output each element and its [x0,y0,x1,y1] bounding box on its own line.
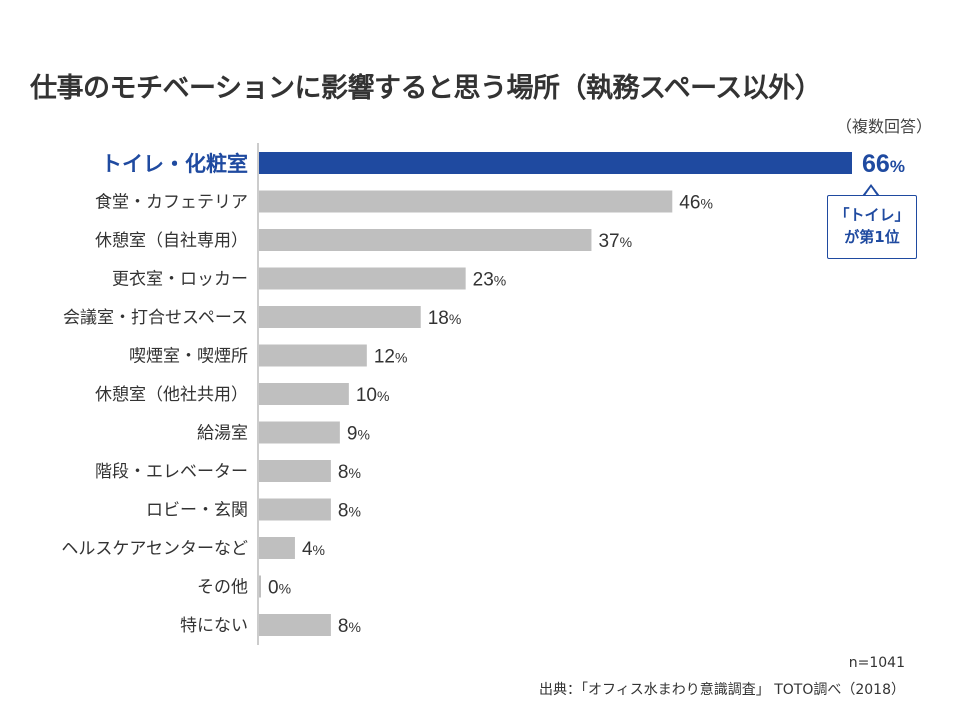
callout-line-1: 「トイレ」 [834,206,910,224]
bar [259,229,592,251]
callout-pointer [862,184,880,197]
value-label: 37% [598,231,632,252]
value-label: 66% [862,150,905,178]
category-label: 食堂・カフェテリア [95,193,248,213]
category-label: 休憩室（自社専用） [95,231,248,251]
bar [259,267,466,290]
bar-highlight [259,152,852,174]
value-label: 10% [356,385,390,406]
value-label: 46% [679,193,713,214]
chart-title: 仕事のモチベーションに影響すると思う場所（執務スペース以外） [30,73,822,104]
value-label: 18% [428,308,462,329]
category-label: 喫煙室・喫煙所 [129,347,248,367]
bar [259,421,340,444]
callout-box: 「トイレ」 が第1位 [827,195,917,259]
sample-size-note: n=1041 [848,655,905,671]
value-label: 9% [347,424,370,445]
bar [259,537,295,559]
value-label: 4% [302,539,325,560]
category-label: トイレ・化粧室 [101,152,248,176]
category-label: 特にない [180,616,248,636]
chart-subtitle: （複数回答） [835,117,932,136]
bar [259,614,331,636]
bar [259,575,261,598]
category-label: 会議室・打合せスペース [63,308,248,328]
source-note: 出典：「オフィス水まわり意識調査」 TOTO調べ（2018） [539,682,905,698]
category-label: ロビー・玄関 [146,501,248,521]
value-label: 12% [374,347,408,368]
bar [259,383,349,405]
bar [259,190,673,213]
category-label: その他 [197,578,248,598]
value-label: 0% [268,578,291,599]
category-label: 更衣室・ロッカー [112,270,248,290]
value-label: 8% [338,462,361,483]
value-label: 23% [473,270,507,291]
value-label: 8% [338,616,361,637]
category-label: 階段・エレベーター [95,462,248,482]
callout-line-2: が第1位 [844,228,900,246]
bar [259,460,331,482]
category-label: 給湯室 [197,424,248,444]
value-label: 8% [338,501,361,522]
bar [259,344,367,367]
bar [259,306,421,328]
bar [259,498,331,521]
category-label: 休憩室（他社共用） [95,385,248,405]
category-label: ヘルスケアセンターなど [61,539,248,559]
